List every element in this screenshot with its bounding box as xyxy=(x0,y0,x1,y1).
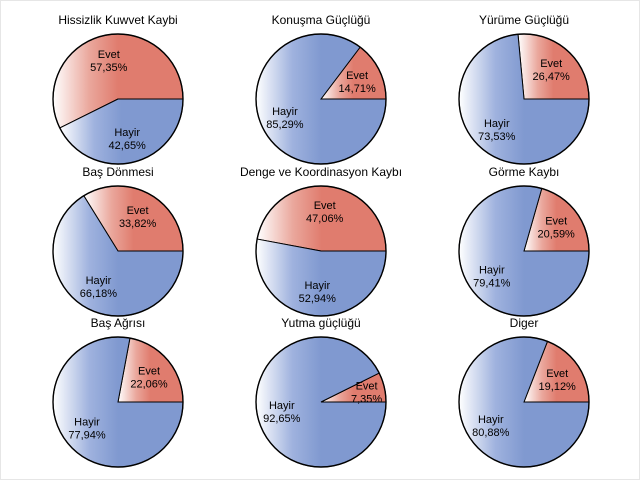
pie-title: Baş Ağrısı xyxy=(91,316,146,330)
pie-outline xyxy=(52,336,184,468)
slice-label: Evet xyxy=(546,368,568,380)
slice-label: Hayir xyxy=(304,280,330,292)
pie-outline xyxy=(458,33,590,165)
slice-percent: 7,35% xyxy=(351,393,382,405)
slice-percent: 52,94% xyxy=(299,293,337,305)
slice-label: Evet xyxy=(346,70,368,82)
pie-outline xyxy=(52,185,184,317)
slice-label: Hayir xyxy=(269,400,295,412)
pie-outline xyxy=(458,185,590,317)
pie-outline xyxy=(458,336,590,468)
slice-percent: 92,65% xyxy=(263,413,301,425)
slice-percent: 79,41% xyxy=(473,277,511,289)
pie-title: Diger xyxy=(510,316,539,330)
slice-label: Evet xyxy=(138,365,160,377)
slice-percent: 42,65% xyxy=(109,140,147,152)
pie-outline xyxy=(255,185,387,317)
slice-label: Evet xyxy=(356,380,378,392)
slice-percent: 22,06% xyxy=(130,378,168,390)
slice-label: Hayir xyxy=(114,127,140,139)
slice-percent: 26,47% xyxy=(533,71,571,83)
slice-percent: 19,12% xyxy=(539,381,577,393)
slice-percent: 14,71% xyxy=(338,83,376,95)
pie-outline xyxy=(255,33,387,165)
slice-label: Hayir xyxy=(484,118,510,130)
slice-label: Hayir xyxy=(74,417,100,429)
pie-outline xyxy=(255,336,387,468)
slice-label: Hayir xyxy=(272,106,298,118)
slice-label: Hayir xyxy=(86,275,112,287)
pie-title: Görme Kaybı xyxy=(489,165,560,179)
slice-percent: 66,18% xyxy=(80,288,118,300)
slice-label: Evet xyxy=(98,49,120,61)
slice-label: Evet xyxy=(127,205,149,217)
pie-title: Konuşma Güçlüğü xyxy=(272,13,371,27)
slice-percent: 20,59% xyxy=(538,229,576,241)
slice-label: Evet xyxy=(545,216,567,228)
pie-title: Hissizlik Kuwvet Kaybi xyxy=(58,13,177,27)
pie-title: Yürüme Güçlüğü xyxy=(479,13,569,27)
slice-label: Evet xyxy=(314,200,336,212)
slice-label: Hayir xyxy=(479,264,505,276)
slice-percent: 77,94% xyxy=(68,430,106,442)
pie-title: Denge ve Koordinasyon Kaybı xyxy=(240,165,402,179)
slice-label: Evet xyxy=(540,58,562,70)
slice-percent: 80,88% xyxy=(472,427,510,439)
slice-percent: 47,06% xyxy=(306,213,344,225)
slice-percent: 57,35% xyxy=(90,62,128,74)
pie-title: Baş Dönmesi xyxy=(82,165,153,179)
slice-percent: 85,29% xyxy=(266,119,304,131)
slice-label: Hayir xyxy=(478,414,504,426)
pie-title: Yutma güçlüğü xyxy=(281,316,360,330)
slice-percent: 73,53% xyxy=(478,131,516,143)
pie-outline xyxy=(52,33,184,165)
slice-percent: 33,82% xyxy=(119,218,157,230)
